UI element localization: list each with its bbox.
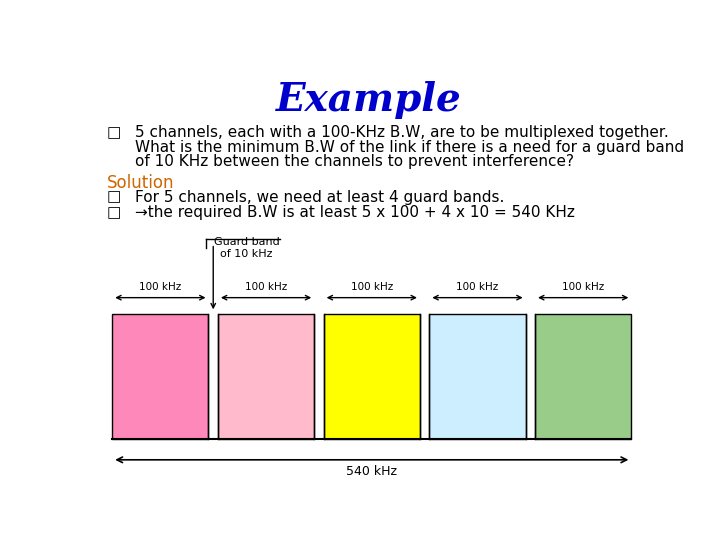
Text: Guard band
of 10 kHz: Guard band of 10 kHz <box>214 238 279 259</box>
Text: of 10 KHz between the channels to prevent interference?: of 10 KHz between the channels to preven… <box>135 154 574 169</box>
Text: What is the minimum B.W of the link if there is a need for a guard band: What is the minimum B.W of the link if t… <box>135 140 684 154</box>
Text: □: □ <box>107 125 121 140</box>
Text: →the required B.W is at least 5 x 100 + 4 x 10 = 540 KHz: →the required B.W is at least 5 x 100 + … <box>135 205 575 220</box>
Bar <box>112 314 208 439</box>
Bar <box>218 314 314 439</box>
Text: □: □ <box>107 190 121 205</box>
Bar <box>429 314 526 439</box>
Text: 5 channels, each with a 100-KHz B.W, are to be multiplexed together.: 5 channels, each with a 100-KHz B.W, are… <box>135 125 668 140</box>
Text: □: □ <box>107 205 121 220</box>
Bar <box>535 314 631 439</box>
Text: 540 kHz: 540 kHz <box>346 465 397 478</box>
Text: 100 kHz: 100 kHz <box>351 282 393 292</box>
Text: 100 kHz: 100 kHz <box>245 282 287 292</box>
Bar <box>324 314 420 439</box>
Text: Example: Example <box>276 82 462 119</box>
Text: Solution: Solution <box>107 174 174 192</box>
Text: 100 kHz: 100 kHz <box>456 282 499 292</box>
Text: 100 kHz: 100 kHz <box>139 282 181 292</box>
Text: For 5 channels, we need at least 4 guard bands.: For 5 channels, we need at least 4 guard… <box>135 190 504 205</box>
Text: 100 kHz: 100 kHz <box>562 282 604 292</box>
